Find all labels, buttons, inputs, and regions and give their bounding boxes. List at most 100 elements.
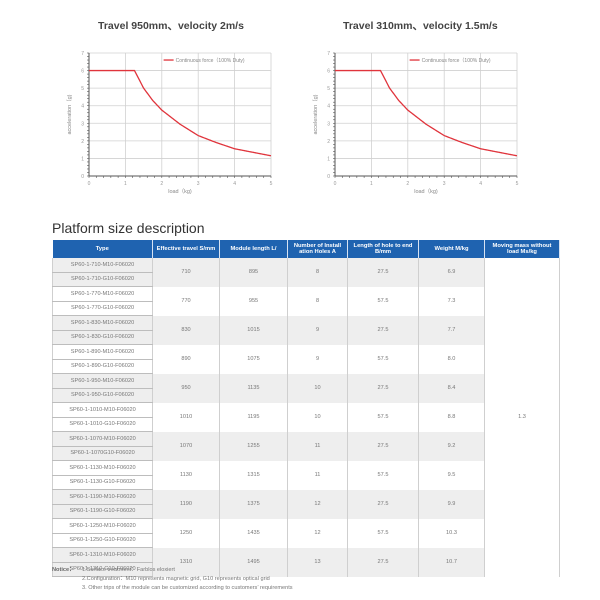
x-tick-label: 4 xyxy=(233,181,236,187)
x-tick-label: 4 xyxy=(479,181,482,187)
cell-type: SP60-1-1310-G10-F06020 xyxy=(52,562,153,577)
table-row: SP60-1-1310-G10-F06020 xyxy=(52,562,560,577)
y-tick-label: 2 xyxy=(81,139,84,145)
table-row: SP60-1-830-G10-F06020 xyxy=(52,330,560,345)
x-tick-label: 0 xyxy=(88,181,91,187)
cell-holes: 8 xyxy=(287,258,348,287)
cell-type: SP60-1-1130-M10-F06020 xyxy=(52,460,153,476)
cell-type: SP60-1-1130-G10-F06020 xyxy=(52,475,153,490)
y-tick-label: 3 xyxy=(81,121,84,127)
cell-hole-to-end: 57.5 xyxy=(347,402,419,432)
x-tick-label: 1 xyxy=(124,181,127,187)
cell-length: 895 xyxy=(219,258,288,287)
cell-weight: 7.7 xyxy=(418,315,485,345)
legend-label: Continuous force（100% Duty) xyxy=(176,58,245,64)
cell-length: 1255 xyxy=(219,431,288,461)
cell-hole-to-end: 27.5 xyxy=(347,431,419,461)
cell-weight: 8.0 xyxy=(418,344,485,374)
y-tick-label: 1 xyxy=(81,156,84,162)
y-tick-label: 7 xyxy=(81,51,84,57)
cell-length: 1495 xyxy=(219,547,288,577)
x-axis-label: load（kg) xyxy=(168,188,192,195)
y-tick-label: 5 xyxy=(327,86,330,92)
table-row: SP60-1-710-M10-F06020 710 895 8 27.5 6.9 1.3 xyxy=(52,258,560,577)
table-row: SP60-1-710-G10-F06020 xyxy=(52,272,560,287)
cell-type: SP60-1-1250-G10-F06020 xyxy=(52,533,153,548)
cell-type: SP60-1-710-M10-F06020 xyxy=(52,258,153,273)
chart-title: Travel 310mm、velocity 1.5m/s xyxy=(343,20,498,32)
cell-hole-to-end: 27.5 xyxy=(347,489,419,519)
notice-item: 1.Surface treatment：Farblos eloxiert xyxy=(82,567,175,573)
x-tick-label: 5 xyxy=(270,181,273,187)
chart-travel-310: Travel 310mm、velocity 1.5m/s 0 1 2 3 4 5 6 7 0 1 2… xyxy=(0,0,600,200)
cell-holes: 10 xyxy=(287,373,348,403)
table-row: SP60-1-1250-G10-F06020 xyxy=(52,533,560,548)
cell-type: SP60-1-1010-G10-F06020 xyxy=(52,417,153,432)
cell-holes: 9 xyxy=(287,315,348,345)
cell-weight: 7.3 xyxy=(418,286,485,316)
cell-travel: 710 xyxy=(152,258,220,287)
cell-travel: 1130 xyxy=(152,460,220,490)
chart-travel-950: Travel 950mm、velocity 2m/s 0 1 2 3 4 5 6 7 0 1 2 3 4… xyxy=(0,0,300,200)
cell-moving-mass: 1.3 xyxy=(484,258,560,577)
header-type: Type xyxy=(52,240,153,258)
y-tick-label: 0 xyxy=(81,174,84,180)
cell-weight: 10.3 xyxy=(418,518,485,548)
table-row: SP60-1-1070G10-F06020 xyxy=(52,446,560,461)
cell-travel: 1070 xyxy=(152,431,220,461)
table-row: SP60-1-1010-G10-F06020 xyxy=(52,417,560,432)
cell-travel: 830 xyxy=(152,315,220,345)
y-tick-label: 7 xyxy=(327,51,330,57)
section-title: Platform size description xyxy=(52,220,205,236)
cell-holes: 11 xyxy=(287,460,348,490)
cell-hole-to-end: 27.5 xyxy=(347,315,419,345)
y-tick-label: 4 xyxy=(327,104,330,110)
cell-travel: 770 xyxy=(152,286,220,316)
table-row: SP60-1-1190-M10-F06020 1190 1375 12 27.5 9.9 xyxy=(52,489,560,519)
cell-type: SP60-1-950-G10-F06020 xyxy=(52,388,153,403)
cell-holes: 11 xyxy=(287,431,348,461)
y-tick-label: 5 xyxy=(81,86,84,92)
cell-type: SP60-1-1190-G10-F06020 xyxy=(52,504,153,519)
x-axis-label: load（kg) xyxy=(414,188,438,195)
cell-length: 955 xyxy=(219,286,288,316)
cell-type: SP60-1-770-M10-F06020 xyxy=(52,286,153,302)
chart-title: Travel 950mm、velocity 2m/s xyxy=(98,20,244,32)
cell-length: 1195 xyxy=(219,402,288,432)
cell-length: 1015 xyxy=(219,315,288,345)
y-tick-label: 4 xyxy=(81,104,84,110)
legend-label: Continuous force（100% Duty) xyxy=(422,58,491,64)
cell-hole-to-end: 57.5 xyxy=(347,344,419,374)
cell-travel: 1310 xyxy=(152,547,220,577)
cell-weight: 8.8 xyxy=(418,402,485,432)
cell-holes: 12 xyxy=(287,518,348,548)
table-header-row: Type Effective travel S/mm Module length… xyxy=(52,240,560,258)
table-row: SP60-1-890-M10-F06020 890 1075 9 57.5 8.0 xyxy=(52,344,560,374)
cell-type: SP60-1-890-M10-F06020 xyxy=(52,344,153,360)
table-row: SP60-1-950-M10-F06020 950 1135 10 27.5 8.4 xyxy=(52,373,560,403)
cell-hole-to-end: 27.5 xyxy=(347,258,419,287)
cell-type: SP60-1-1190-M10-F06020 xyxy=(52,489,153,505)
continuous-force-curve xyxy=(335,69,518,157)
header-moving-mass: Moving mass without load Ms/kg xyxy=(484,240,560,258)
cell-holes: 9 xyxy=(287,344,348,374)
cell-travel: 950 xyxy=(152,373,220,403)
cell-type: SP60-1-770-G10-F06020 xyxy=(52,301,153,316)
y-tick-label: 3 xyxy=(327,121,330,127)
x-tick-label: 0 xyxy=(334,181,337,187)
cell-type: SP60-1-1070-M10-F06020 xyxy=(52,431,153,447)
table-row: SP60-1-1250-M10-F06020 1250 1435 12 57.5 10.3 xyxy=(52,518,560,548)
cell-hole-to-end: 57.5 xyxy=(347,518,419,548)
cell-travel: 1010 xyxy=(152,402,220,432)
chart-plot: 0 1 2 3 4 5 6 7 0 1 2 3 4 5 load（kg) acceleration（g) Con… xyxy=(312,51,519,195)
cell-hole-to-end: 57.5 xyxy=(347,286,419,316)
cell-type: SP60-1-1250-M10-F06020 xyxy=(52,518,153,534)
y-axis-label: acceleration（g) xyxy=(66,94,73,134)
y-tick-label: 1 xyxy=(327,156,330,162)
table-row: SP60-1-950-G10-F06020 xyxy=(52,388,560,403)
cell-travel: 1190 xyxy=(152,489,220,519)
cell-travel: 890 xyxy=(152,344,220,374)
notice-item: 2.Configuration：M10 represents magnetic … xyxy=(82,575,270,582)
cell-type: SP60-1-830-M10-F06020 xyxy=(52,315,153,331)
cell-weight: 9.9 xyxy=(418,489,485,519)
